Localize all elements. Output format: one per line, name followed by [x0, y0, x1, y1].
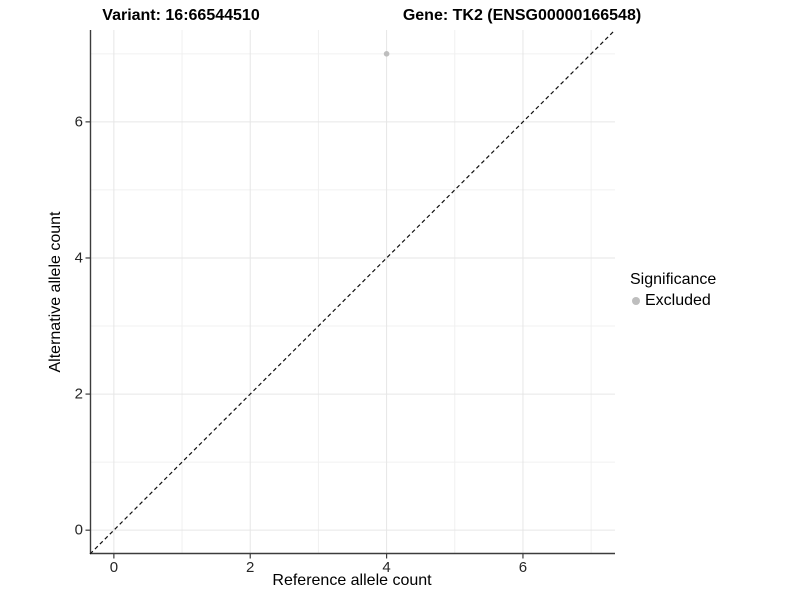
x-tick-label: 6 [518, 559, 528, 576]
legend-title: Significance [630, 271, 717, 288]
x-tick-label: 0 [109, 559, 119, 576]
legend-item-label: Excluded [645, 292, 711, 309]
plot-panel [85, 29, 616, 559]
legend-point-icon [632, 297, 640, 305]
identity-line [89, 29, 616, 555]
legend-item-excluded: Excluded [632, 292, 716, 310]
data-point [383, 51, 390, 57]
plot-title-variant: Variant: 16:66544510 [102, 7, 260, 24]
y-tick-label: 6 [74, 113, 83, 131]
x-axis-title: Reference allele count [272, 572, 432, 589]
y-tick-label: 2 [74, 385, 83, 403]
y-tick-label: 0 [74, 521, 83, 539]
y-tick-label: 4 [74, 249, 83, 267]
x-tick-label: 4 [382, 559, 391, 576]
plot-title-gene: Gene: TK2 (ENSG00000166548) [402, 7, 642, 24]
x-tick-label: 2 [246, 559, 255, 576]
legend: Significance Excluded [630, 271, 716, 310]
y-axis-title: Alternative allele count [47, 211, 64, 373]
plot-svg [85, 29, 616, 559]
